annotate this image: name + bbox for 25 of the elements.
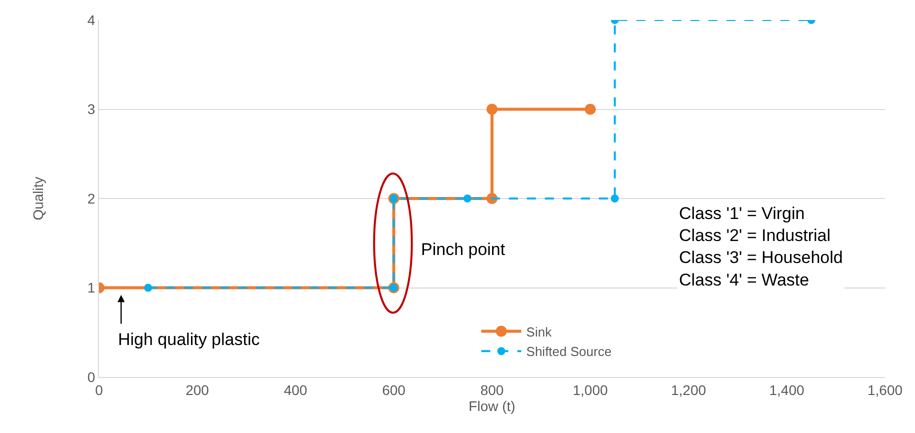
point (463, 194, 472, 202)
x-tick-label: 400 (284, 382, 308, 398)
y-tick-label: 3 (87, 101, 96, 118)
annotation: Class '1' = Virgin Class '2' = Industrial Class '3' = Household Class '4' = Waste (679, 204, 843, 290)
point (486, 104, 498, 115)
x-tick-label: 1,200 (670, 382, 706, 398)
x-tick-label: 1,600 (867, 382, 903, 398)
y-axis-title: Quality (30, 176, 46, 220)
legend-label: Sink (526, 324, 552, 340)
x-axis-title: Flow (t) (468, 398, 516, 414)
annotation: High quality plastic (118, 330, 260, 349)
y-tick-label: 0 (87, 368, 96, 385)
x-tick-label: 800 (480, 382, 504, 398)
y-tick-label: 4 (87, 12, 96, 28)
x-tick-label: 1,400 (769, 382, 804, 398)
point (144, 284, 152, 292)
annotation: Pinch point (421, 240, 506, 259)
point (584, 104, 596, 115)
point (610, 194, 619, 202)
x-tick-label: 1,000 (572, 382, 608, 398)
x-tick-label: 600 (382, 382, 406, 398)
legend-label: Shifted Source (526, 344, 612, 360)
x-tick-label: 200 (186, 382, 210, 398)
y-tick-label: 2 (87, 190, 96, 206)
y-tick-label: 1 (87, 280, 96, 296)
